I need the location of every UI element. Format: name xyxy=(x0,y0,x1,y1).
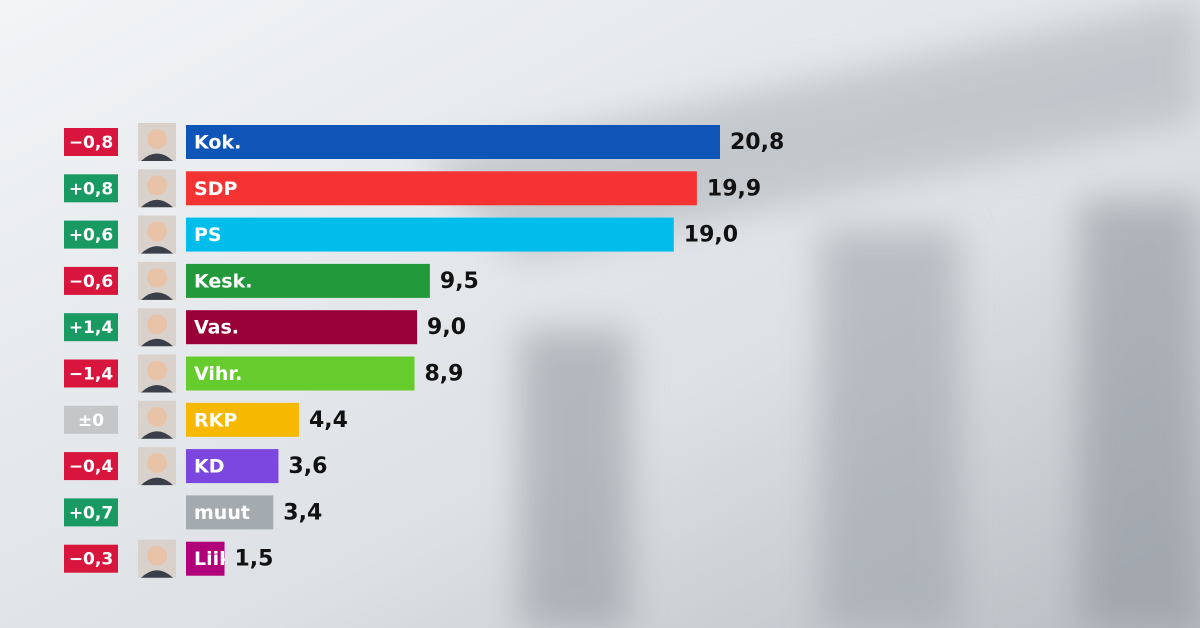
bar xyxy=(186,263,430,298)
avatar-head xyxy=(147,545,167,566)
bar-label: Kok. xyxy=(194,132,241,154)
change-badge xyxy=(64,359,118,388)
bar-label: Kesk. xyxy=(194,270,252,292)
value-label: 9,5 xyxy=(440,269,479,294)
avatar-head xyxy=(147,314,167,335)
bar xyxy=(186,310,418,345)
avatar-body xyxy=(141,477,173,486)
change-label: +0,8 xyxy=(69,179,113,199)
avatar-head xyxy=(147,267,167,288)
bar-label: PS xyxy=(194,224,222,246)
change-badge xyxy=(64,498,118,527)
value-label: 19,0 xyxy=(684,223,738,248)
rows: −0,8 Kok. 20,8 +0,8 SDP 19,9 +0,6 PS 19,0 −0,6 Kes… xyxy=(64,123,784,578)
value-label: 3,4 xyxy=(283,500,322,525)
avatar-body xyxy=(141,199,173,208)
bar xyxy=(186,541,225,576)
value-label: 8,9 xyxy=(424,362,463,387)
bar xyxy=(186,449,279,484)
value-label: 19,9 xyxy=(707,176,761,201)
avatar-body xyxy=(141,431,173,439)
change-label: +0,6 xyxy=(69,226,113,246)
row: −1,4 Vihr. 8,9 xyxy=(64,354,463,393)
row: ±0 RKP 4,4 xyxy=(64,400,348,439)
change-badge xyxy=(64,313,118,342)
change-label: +1,4 xyxy=(69,318,114,338)
value-label: 9,0 xyxy=(427,315,466,340)
bar-label: KD xyxy=(194,456,225,478)
bar-label: SDP xyxy=(194,178,237,200)
row: −0,6 Kesk. 9,5 xyxy=(64,261,479,300)
avatar-body xyxy=(141,385,173,393)
change-label: −0,4 xyxy=(69,457,114,477)
bar xyxy=(186,356,415,391)
bar-label: Vas. xyxy=(194,317,239,339)
avatar-head xyxy=(147,360,167,381)
avatar-head xyxy=(147,129,167,149)
row: +0,7 muut 3,4 xyxy=(64,495,322,530)
change-label: −0,6 xyxy=(69,272,113,292)
bar xyxy=(186,171,697,206)
row: +1,4 Vas. 9,0 xyxy=(64,308,466,347)
bar-label: Vihr. xyxy=(194,363,242,385)
value-label: 20,8 xyxy=(730,130,784,155)
change-label: −1,4 xyxy=(69,365,114,385)
change-badge xyxy=(64,405,118,434)
avatar-body xyxy=(141,570,173,578)
change-badge xyxy=(64,174,118,203)
row: +0,8 SDP 19,9 xyxy=(64,169,761,208)
bar-label: RKP xyxy=(194,409,237,431)
value-label: 3,6 xyxy=(288,454,327,479)
avatar-head xyxy=(147,221,167,242)
row: −0,8 Kok. 20,8 xyxy=(64,123,784,161)
change-label: +0,7 xyxy=(69,503,113,523)
avatar-body xyxy=(141,338,173,347)
bar xyxy=(186,495,274,530)
bar-label: Liik xyxy=(194,548,232,570)
row: −0,3 Liik 1,5 xyxy=(64,539,274,578)
value-label: 1,5 xyxy=(235,547,274,572)
change-badge xyxy=(64,220,118,249)
avatar-body xyxy=(141,292,173,300)
value-label: 4,4 xyxy=(309,408,348,433)
change-badge xyxy=(64,544,118,573)
change-label: −0,3 xyxy=(69,550,113,570)
bar-label: muut xyxy=(194,502,250,524)
bar xyxy=(186,217,674,252)
avatar-head xyxy=(147,175,167,196)
change-badge xyxy=(64,452,118,481)
change-badge xyxy=(64,128,118,156)
change-label: ±0 xyxy=(78,411,104,431)
avatar-head xyxy=(147,453,167,474)
avatar-body xyxy=(141,153,173,161)
change-label: −0,8 xyxy=(69,133,113,153)
row: −0,4 KD 3,6 xyxy=(64,447,327,486)
change-badge xyxy=(64,266,118,295)
bar xyxy=(186,125,720,159)
avatar-head xyxy=(147,406,167,427)
bar xyxy=(186,402,299,437)
row: +0,6 PS 19,0 xyxy=(64,215,738,254)
avatar-body xyxy=(141,246,173,254)
